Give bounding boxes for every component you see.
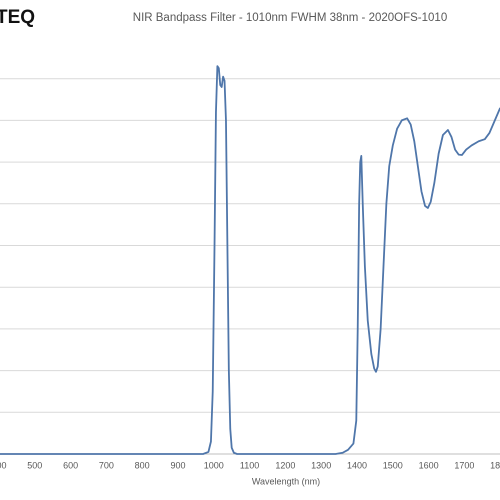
x-tick-label: 900 — [170, 460, 185, 470]
x-tick-label: 500 — [27, 460, 42, 470]
brand-logo: TEQ — [0, 7, 35, 28]
x-tick-label: 1600 — [419, 460, 439, 470]
x-tick-label: 1300 — [311, 460, 331, 470]
x-tick-label: 700 — [99, 460, 114, 470]
x-tick-label: 400 — [0, 460, 7, 470]
x-tick-label: 1400 — [347, 460, 367, 470]
chart-title: NIR Bandpass Filter - 1010nm FWHM 38nm -… — [133, 12, 447, 24]
x-tick-label: 1000 — [204, 460, 224, 470]
x-tick-label: 600 — [63, 460, 78, 470]
x-tick-label: 1200 — [275, 460, 295, 470]
x-axis-label: Wavelength (nm) — [252, 476, 320, 486]
x-tick-label: 1700 — [454, 460, 474, 470]
x-tick-label: 800 — [135, 460, 150, 470]
x-tick-label: 1500 — [383, 460, 403, 470]
x-tick-label: 1800 — [490, 460, 500, 470]
x-tick-label: 1100 — [240, 460, 259, 470]
spectrum-line — [0, 65, 500, 455]
